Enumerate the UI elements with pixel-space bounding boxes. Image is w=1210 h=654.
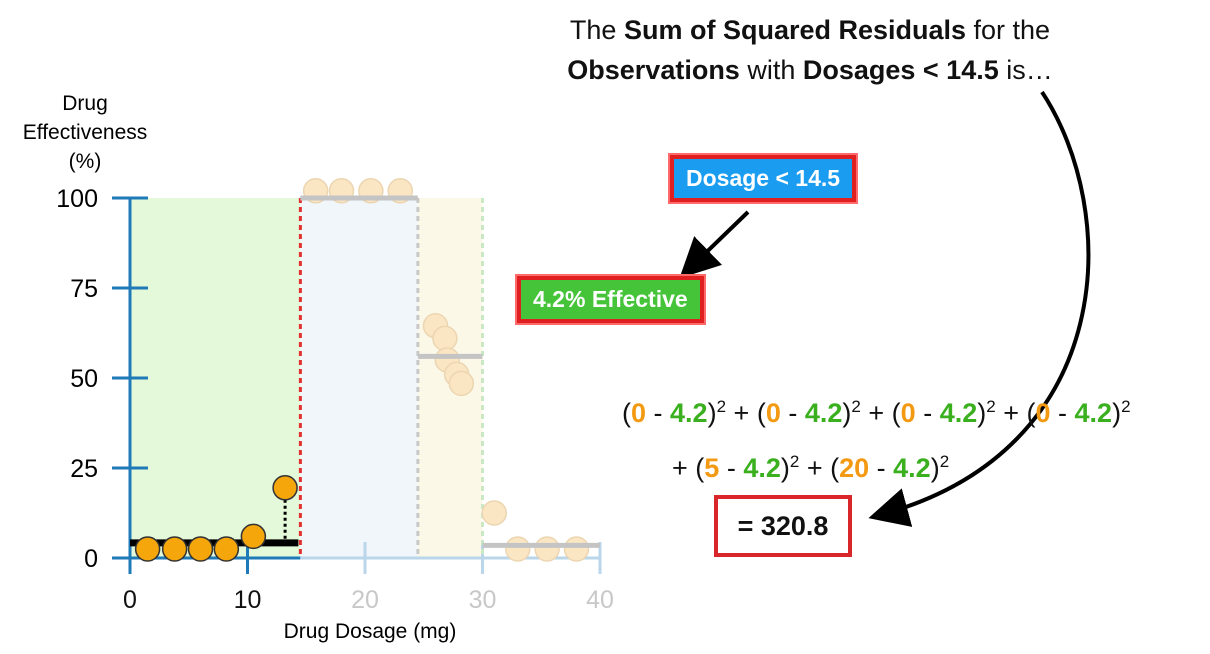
data-point bbox=[187, 536, 214, 562]
ssr-equation-line1: (0 - 4.2)2 + (0 - 4.2)2 + (0 - 4.2)2 + (… bbox=[622, 397, 1131, 428]
y-axis-label-line2: Effectiveness bbox=[23, 121, 148, 144]
faded-data-point bbox=[534, 536, 560, 562]
y-tick-label: 0 bbox=[84, 545, 98, 573]
residual-term: (0 - 4.2)2 bbox=[622, 397, 727, 428]
x-tick-label: 20 bbox=[351, 586, 379, 614]
faded-data-point bbox=[481, 500, 507, 526]
faded-data-point bbox=[505, 536, 531, 562]
residual-term: (5 - 4.2)2 bbox=[695, 452, 800, 483]
y-axis-label-line1: Drug bbox=[62, 92, 108, 115]
data-point bbox=[134, 536, 161, 562]
headline-text: with bbox=[739, 55, 803, 85]
chart-marks: 0 25 50 75 100 0 10 20 30 40 bbox=[56, 178, 614, 614]
prediction-tag: 4.2% Effective bbox=[517, 276, 704, 323]
x-tick-label: 10 bbox=[234, 586, 262, 614]
y-axis-label-line3: (%) bbox=[69, 150, 102, 173]
x-tick-label: 40 bbox=[586, 586, 614, 614]
data-point bbox=[213, 536, 240, 562]
region-low-dosage bbox=[130, 198, 301, 558]
y-tick-label: 50 bbox=[70, 365, 98, 393]
data-point bbox=[161, 536, 188, 562]
x-tick-label: 30 bbox=[469, 586, 497, 614]
faded-data-point bbox=[448, 370, 475, 397]
y-tick-label: 75 bbox=[70, 275, 98, 303]
condition-arrow bbox=[679, 210, 750, 279]
headline-bold: Sum of Squared Residuals bbox=[623, 15, 967, 45]
headline-text: is… bbox=[998, 55, 1053, 85]
scatter-plot: 0 25 50 75 100 0 10 20 30 40 Drug Effectiveness (… bbox=[23, 92, 614, 643]
region-mid-dosage bbox=[300, 198, 418, 558]
ssr-equation-line2: + (5 - 4.2)2 + (20 - 4.2)2 bbox=[672, 452, 950, 483]
faded-data-point bbox=[563, 536, 590, 562]
slide-headline: The Sum of Squared Residuals for the Obs… bbox=[500, 10, 1120, 90]
y-tick-label: 25 bbox=[70, 455, 98, 483]
condition-tag: Dosage < 14.5 bbox=[670, 155, 857, 202]
x-tick-label: 0 bbox=[123, 586, 137, 614]
residual-term: (0 - 4.2)2 bbox=[756, 397, 861, 428]
data-point bbox=[272, 475, 298, 501]
headline-text: The bbox=[569, 15, 624, 45]
faded-data-point bbox=[432, 325, 458, 352]
headline-bold: Observations bbox=[567, 55, 740, 85]
residual-term: (0 - 4.2)2 bbox=[1026, 397, 1131, 428]
headline-bold: Dosages < 14.5 bbox=[802, 55, 999, 85]
residual-term: (20 - 4.2)2 bbox=[830, 452, 950, 483]
headline-text: for the bbox=[966, 15, 1051, 45]
x-axis-label: Drug Dosage (mg) bbox=[284, 620, 457, 643]
y-tick-label: 100 bbox=[56, 185, 98, 213]
data-point bbox=[240, 523, 267, 550]
residual-term: (0 - 4.2)2 bbox=[891, 397, 996, 428]
ssr-result: = 320.8 bbox=[714, 495, 852, 557]
